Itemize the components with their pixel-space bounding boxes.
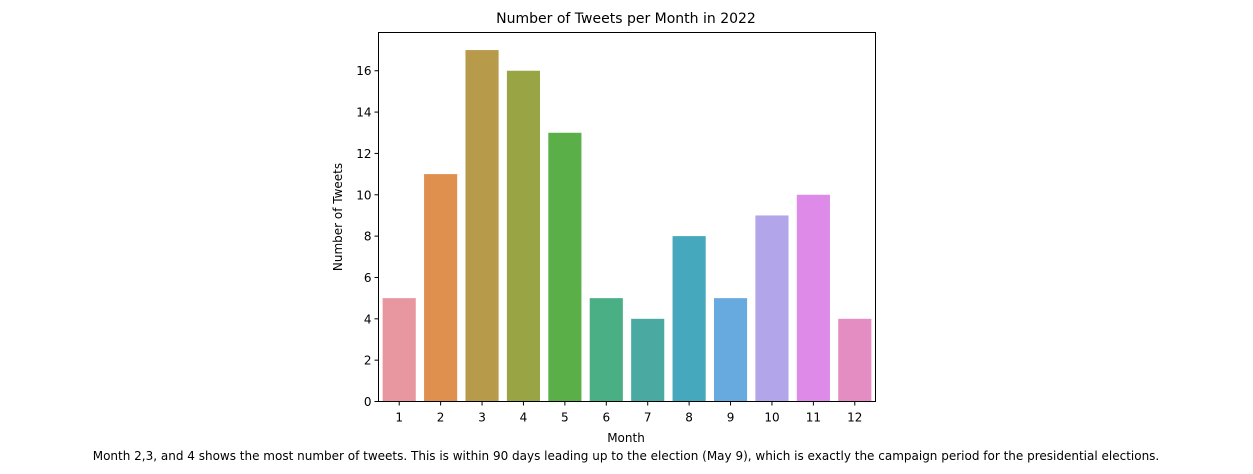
x-axis-label: Month [607, 431, 645, 445]
x-tick-label: 2 [437, 411, 445, 425]
bar-month-7 [631, 318, 665, 402]
caption: Month 2,3, and 4 shows the most number o… [93, 449, 1160, 463]
y-tick-label: 4 [364, 312, 372, 326]
bar-month-12 [838, 318, 872, 402]
y-axis-label: Number of Tweets [331, 163, 345, 271]
x-tick-label: 3 [478, 411, 486, 425]
x-tick-label: 5 [561, 411, 569, 425]
x-tick-label: 10 [764, 411, 779, 425]
x-tick-label: 9 [727, 411, 735, 425]
bar-month-6 [589, 298, 623, 402]
bar-month-11 [796, 194, 830, 402]
y-tick-label: 0 [364, 395, 372, 409]
y-tick-label: 10 [356, 188, 371, 202]
y-tick-label: 16 [356, 64, 371, 78]
x-tick-label: 11 [806, 411, 821, 425]
x-tick-label: 8 [685, 411, 693, 425]
y-tick-label: 8 [364, 230, 372, 244]
y-tick-label: 2 [364, 354, 372, 368]
bar-month-10 [755, 215, 789, 402]
x-tick-label: 4 [520, 411, 528, 425]
bar-month-2 [424, 174, 458, 402]
x-tick-label: 6 [602, 411, 610, 425]
bar-month-3 [465, 50, 499, 402]
bars-group [382, 50, 872, 402]
x-tick-label: 12 [847, 411, 862, 425]
y-axis-ticks: 0 2 4 6 8 10 12 14 16 [356, 64, 379, 409]
y-tick-label: 12 [356, 147, 371, 161]
bar-month-4 [506, 70, 541, 402]
plot-frame [378, 32, 876, 402]
bar-month-5 [548, 132, 582, 402]
chart-title: Number of Tweets per Month in 2022 [496, 11, 756, 27]
bar-month-8 [672, 236, 706, 402]
bar-month-9 [713, 298, 748, 402]
y-tick-label: 14 [356, 106, 371, 120]
x-tick-label: 7 [644, 411, 652, 425]
x-tick-label: 1 [395, 411, 403, 425]
x-axis-ticks: 1 2 3 4 5 6 7 8 9 10 11 12 [395, 401, 862, 425]
y-tick-label: 6 [364, 271, 372, 285]
bar-month-1 [382, 298, 416, 402]
